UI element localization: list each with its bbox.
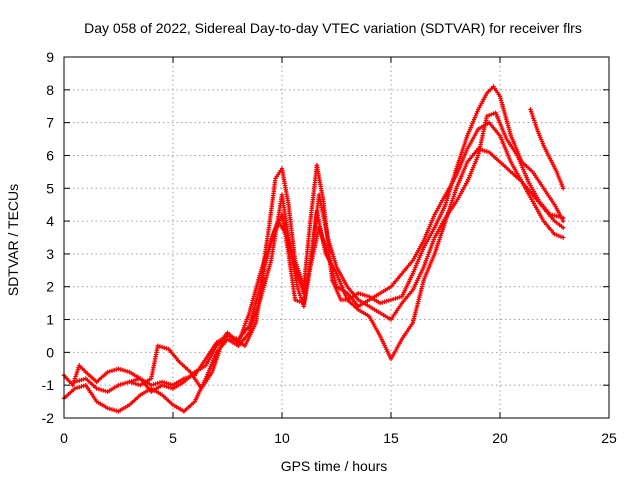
- data-layer: [61, 84, 566, 414]
- data-point: [561, 235, 566, 240]
- x-tick-label: 5: [169, 430, 177, 446]
- data-point: [364, 293, 370, 299]
- chart-title: Day 058 of 2022, Sidereal Day-to-day VTE…: [84, 20, 582, 36]
- data-point: [72, 379, 78, 385]
- y-axis-label: SDTVAR / TECUs: [5, 184, 21, 296]
- data-point: [125, 380, 130, 385]
- data-point: [484, 113, 490, 119]
- x-axis-label: GPS time / hours: [281, 458, 388, 474]
- data-point: [299, 300, 304, 305]
- data-point: [107, 369, 112, 374]
- x-tick-label: 15: [383, 430, 399, 446]
- data-point: [296, 288, 301, 294]
- data-point: [101, 388, 106, 393]
- data-point: [484, 149, 490, 154]
- data-point: [111, 407, 117, 413]
- data-point: [73, 374, 78, 379]
- data-point: [79, 384, 84, 389]
- data-point: [168, 385, 173, 390]
- series-line: [129, 121, 564, 393]
- x-tick-label: 0: [60, 430, 68, 446]
- data-point: [384, 299, 389, 304]
- tick-layer: 0 5 10 15 20 25 -2 -1 0 1 2 3 4 5 6 7 8 9: [42, 49, 617, 446]
- data-point: [157, 380, 163, 385]
- data-point: [532, 118, 537, 123]
- data-point: [295, 286, 301, 292]
- data-point: [298, 295, 304, 300]
- data-point: [135, 377, 141, 382]
- data-point: [380, 300, 385, 305]
- data-point: [297, 291, 302, 296]
- y-tick-label: -1: [42, 377, 55, 393]
- data-point: [529, 111, 535, 117]
- x-tick-label: 20: [492, 430, 508, 446]
- data-point: [107, 406, 112, 411]
- data-point: [116, 383, 121, 388]
- data-point: [127, 379, 132, 385]
- y-tick-label: 9: [46, 49, 54, 65]
- y-tick-label: -2: [42, 410, 55, 426]
- data-point: [75, 367, 80, 373]
- data-point: [391, 297, 396, 302]
- data-point: [159, 344, 165, 350]
- data-point: [81, 377, 86, 382]
- data-point: [111, 367, 117, 373]
- y-tick-label: 1: [46, 312, 54, 328]
- data-point: [395, 295, 400, 301]
- data-point: [489, 112, 494, 117]
- x-tick-label: 25: [601, 430, 617, 446]
- data-point: [297, 299, 302, 304]
- data-point: [532, 120, 538, 125]
- y-tick-label: 7: [46, 115, 54, 131]
- data-point: [70, 383, 75, 388]
- grid-layer: [64, 57, 609, 418]
- y-tick-label: 3: [46, 246, 54, 262]
- data-point: [358, 291, 363, 297]
- data-point: [561, 215, 566, 220]
- data-point: [105, 369, 110, 375]
- y-tick-label: 8: [46, 82, 54, 98]
- data-point: [561, 225, 566, 230]
- data-point: [561, 186, 566, 191]
- data-point: [295, 284, 300, 289]
- data-point: [125, 369, 130, 374]
- data-point: [122, 368, 128, 373]
- data-point: [135, 382, 141, 387]
- data-point: [74, 369, 80, 375]
- data-point: [529, 109, 534, 114]
- data-point: [427, 248, 433, 253]
- plot-frame: [63, 56, 610, 419]
- data-point: [558, 234, 564, 239]
- data-point: [533, 122, 538, 127]
- data-point: [162, 383, 167, 388]
- x-tick-label: 10: [274, 430, 290, 446]
- y-tick-label: 4: [46, 213, 54, 229]
- data-point: [72, 386, 78, 391]
- y-tick-label: 6: [46, 147, 54, 163]
- series-line: [74, 112, 564, 393]
- data-point: [443, 200, 449, 205]
- data-point: [118, 367, 123, 372]
- data-point: [241, 325, 247, 330]
- y-tick-label: 2: [46, 279, 54, 295]
- data-point: [96, 386, 102, 392]
- data-point: [388, 297, 394, 303]
- data-point: [534, 124, 539, 130]
- data-point: [552, 232, 557, 237]
- data-point: [528, 107, 533, 112]
- data-point: [298, 293, 303, 298]
- data-point: [292, 297, 298, 303]
- data-point: [530, 113, 535, 119]
- y-tick-label: 0: [46, 344, 54, 360]
- y-tick-label: 5: [46, 180, 54, 196]
- data-point: [155, 343, 160, 348]
